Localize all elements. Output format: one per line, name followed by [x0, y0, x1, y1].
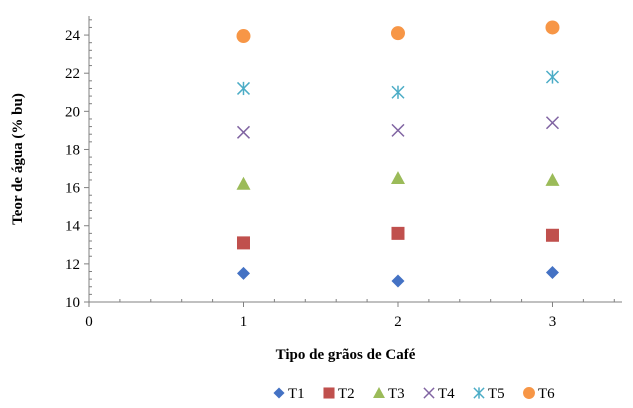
point-t1	[545, 265, 559, 279]
legend-marker-t6	[523, 387, 535, 399]
data-points	[236, 20, 560, 288]
legend-label: T4	[438, 386, 455, 402]
y-tick-label: 16	[65, 181, 81, 197]
legend-marker-t4	[423, 387, 435, 399]
point-t3	[545, 172, 560, 186]
y-tick-label: 24	[65, 28, 81, 44]
legend-label: T5	[488, 386, 505, 402]
y-tick-label: 18	[65, 142, 80, 158]
legend-item-t4: T4	[423, 386, 455, 402]
point-t5	[545, 70, 560, 84]
y-tick-label: 14	[65, 219, 81, 235]
y-tick-label: 22	[65, 66, 80, 82]
legend-marker-t1	[273, 387, 285, 399]
legend-label: T6	[538, 386, 555, 402]
point-t2	[391, 226, 405, 240]
point-t1	[391, 274, 405, 288]
x-tick-label: 2	[394, 314, 402, 330]
legend: T1 T2 T3 T4 T5 T6	[273, 386, 555, 402]
point-t2	[236, 236, 250, 250]
point-t3	[236, 176, 251, 190]
legend-label: T2	[338, 386, 355, 402]
point-t6	[236, 29, 251, 44]
y-tick-label: 12	[65, 257, 80, 273]
x-axis-title: Tipo de grãos de Café	[276, 347, 416, 363]
x-tick-label: 1	[240, 314, 248, 330]
point-t5	[391, 85, 405, 99]
point-t3	[390, 171, 405, 185]
legend-item-t3: T3	[373, 386, 405, 402]
legend-label: T3	[388, 386, 405, 402]
point-t5	[236, 81, 251, 96]
legend-item-t6: T6	[523, 386, 555, 402]
point-t4	[545, 116, 560, 130]
point-t4	[391, 123, 405, 137]
legend-item-t2: T2	[323, 386, 355, 402]
point-t4	[236, 125, 251, 139]
y-tick-label: 10	[65, 295, 80, 311]
legend-marker-t5	[473, 387, 485, 399]
x-tick-label: 0	[85, 314, 93, 330]
y-tick-label: 20	[65, 104, 80, 120]
point-t1	[236, 266, 250, 280]
legend-item-t5: T5	[473, 386, 505, 402]
point-t6	[390, 26, 405, 41]
y-axis-title: Teor de água (% bu)	[10, 93, 26, 225]
legend-marker-t3	[373, 387, 385, 399]
axes	[84, 16, 622, 307]
legend-item-t1: T1	[273, 386, 305, 402]
legend-marker-t2	[323, 387, 335, 399]
point-t2	[545, 228, 559, 242]
point-t6	[545, 20, 560, 35]
legend-label: T1	[288, 386, 305, 402]
x-tick-label: 3	[549, 314, 557, 330]
